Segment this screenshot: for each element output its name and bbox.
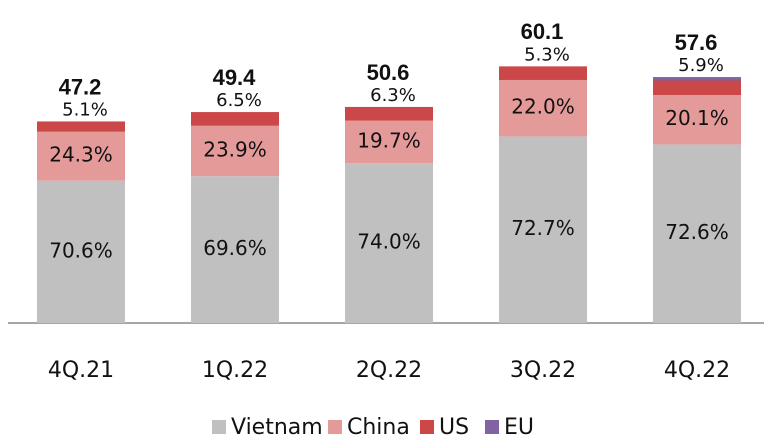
bar-segment [345,106,433,121]
segment-label: 5.3% [524,44,570,65]
legend-swatch [328,420,342,434]
legend-label: China [347,415,410,439]
legend-swatch [485,420,499,434]
bar-segment [653,77,741,81]
bar-segment [191,112,279,126]
x-tick-label: 4Q.22 [664,358,730,383]
segment-label: 5.1% [62,99,108,120]
bar-segment [191,176,279,323]
total-label: 60.1 [521,19,564,44]
total-label: 47.2 [59,74,102,99]
segment-label: 22.0% [511,95,575,119]
bar-segment [499,79,587,137]
bar-segment [191,125,279,177]
segment-label: 6.3% [370,85,416,106]
total-label: 57.6 [675,30,718,55]
total-label: 50.6 [367,60,410,85]
segment-label: 72.6% [665,220,729,244]
x-tick-label: 3Q.22 [510,358,576,383]
legend-label: EU [504,415,534,439]
legend-label: US [439,415,469,439]
segment-label: 20.1% [665,106,729,130]
segment-label: 24.3% [49,143,113,167]
bar-segment [37,121,125,132]
bar-segment [37,180,125,323]
segment-label: 69.6% [203,236,267,260]
segment-label: 70.6% [49,238,113,262]
segment-label: 74.0% [357,230,421,254]
x-tick-label: 1Q.22 [202,358,268,383]
segment-label: 6.5% [216,90,262,111]
segment-label: 23.9% [203,137,267,161]
legend-label: Vietnam [231,415,323,439]
segment-label: 72.7% [511,216,575,240]
segment-label: 19.7% [357,128,421,152]
bar-segment [653,80,741,96]
segment-label: 5.9% [678,55,724,76]
bar-segment [499,66,587,80]
x-tick-label: 2Q.22 [356,358,422,383]
legend-swatch [420,420,434,434]
bar-segment [345,163,433,323]
legend-swatch [212,420,226,434]
x-tick-label: 4Q.21 [48,358,114,383]
bar-segment [37,131,125,181]
bar-segment [653,144,741,323]
bar-segment [653,95,741,145]
total-label: 49.4 [213,65,257,90]
bar-segment [345,120,433,164]
bar-segment [499,136,587,323]
